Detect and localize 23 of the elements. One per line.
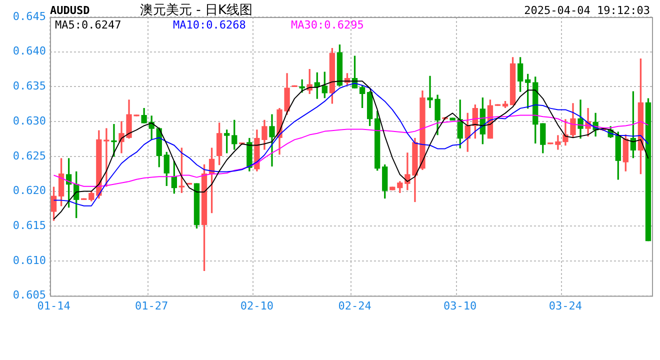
chart-subtitle: AUDUSD xyxy=(50,4,90,17)
y-tick-label: 0.610 xyxy=(12,254,46,267)
text: MA5:0.6247 xyxy=(55,18,122,32)
y-tick-label: 0.605 xyxy=(12,288,46,302)
x-tick-label: 02-24 xyxy=(338,299,372,312)
candlestick xyxy=(111,124,117,157)
y-tick-label: 0.615 xyxy=(12,218,46,232)
y-tick-label: 0.645 xyxy=(12,10,46,23)
x-tick-label: 03-10 xyxy=(444,299,477,312)
x-tick-label: 02-10 xyxy=(240,299,274,312)
x-tick-label: 01-27 xyxy=(135,299,168,312)
x-tick-label: 03-24 xyxy=(548,299,582,312)
chart-title: 澳元美元 - 日K线图 xyxy=(140,2,252,19)
candlestick xyxy=(104,128,110,187)
x-tick-label: 01-14 xyxy=(37,299,71,312)
text: MA30:0.6295 xyxy=(291,18,364,32)
y-tick-label: 0.635 xyxy=(12,80,46,93)
y-tick-label: 0.625 xyxy=(12,149,46,162)
y-tick-label: 0.640 xyxy=(12,44,46,58)
y-tick-label: 0.630 xyxy=(12,114,46,128)
annotation: 2025-04-04 19:12:03 xyxy=(524,4,650,17)
y-tick-label: 0.620 xyxy=(12,184,46,198)
text: MA10:0.6268 xyxy=(173,18,246,32)
